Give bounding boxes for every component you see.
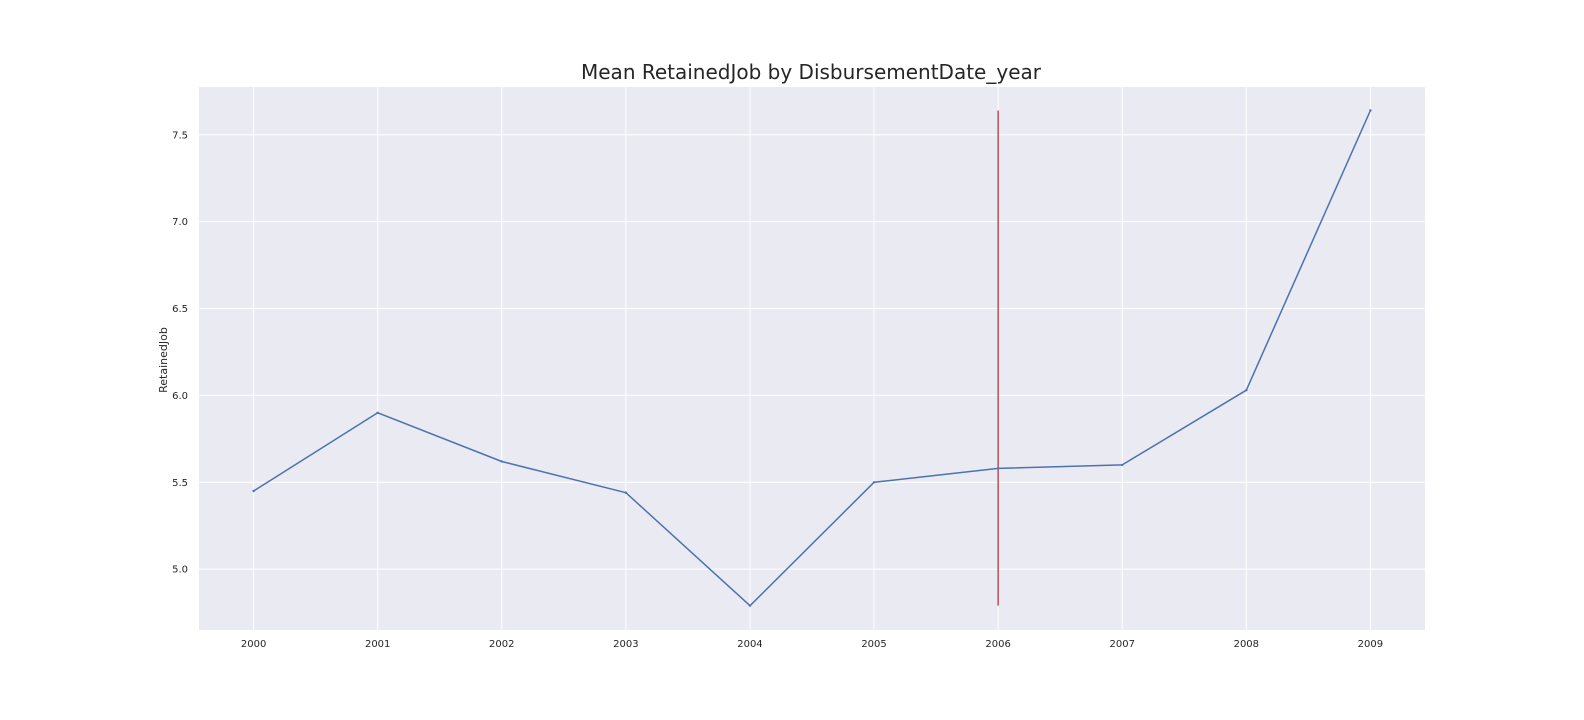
x-tick-label: 2008 (1234, 639, 1259, 650)
data-point (873, 481, 875, 483)
data-point (501, 460, 503, 462)
x-tick-label: 2002 (489, 639, 514, 650)
y-tick-label: 6.0 (172, 391, 188, 402)
data-point (1245, 389, 1247, 391)
data-point (376, 412, 378, 414)
y-tick-label: 5.5 (172, 478, 188, 489)
data-point (625, 492, 627, 494)
x-tick-label: 2006 (985, 639, 1010, 650)
data-point (1121, 464, 1123, 466)
plot-area (199, 87, 1425, 630)
x-tick-label: 2004 (737, 639, 762, 650)
y-tick-label: 6.5 (172, 304, 188, 315)
x-tick-label: 2005 (861, 639, 886, 650)
x-tick-label: 2009 (1358, 639, 1383, 650)
x-tick-label: 2003 (613, 639, 638, 650)
data-point (997, 467, 999, 469)
data-point (749, 604, 751, 606)
x-tick-label: 2000 (241, 639, 266, 650)
data-point (1369, 109, 1371, 111)
y-tick-label: 5.0 (172, 565, 188, 576)
x-tick-label: 2007 (1109, 639, 1134, 650)
y-tick-label: 7.0 (172, 217, 188, 228)
y-tick-label: 7.5 (172, 130, 188, 141)
x-tick-label: 2001 (365, 639, 390, 650)
chart-title: Mean RetainedJob by DisbursementDate_yea… (581, 60, 1042, 84)
y-axis-label: RetainedJob (157, 327, 170, 393)
data-point (252, 490, 254, 492)
